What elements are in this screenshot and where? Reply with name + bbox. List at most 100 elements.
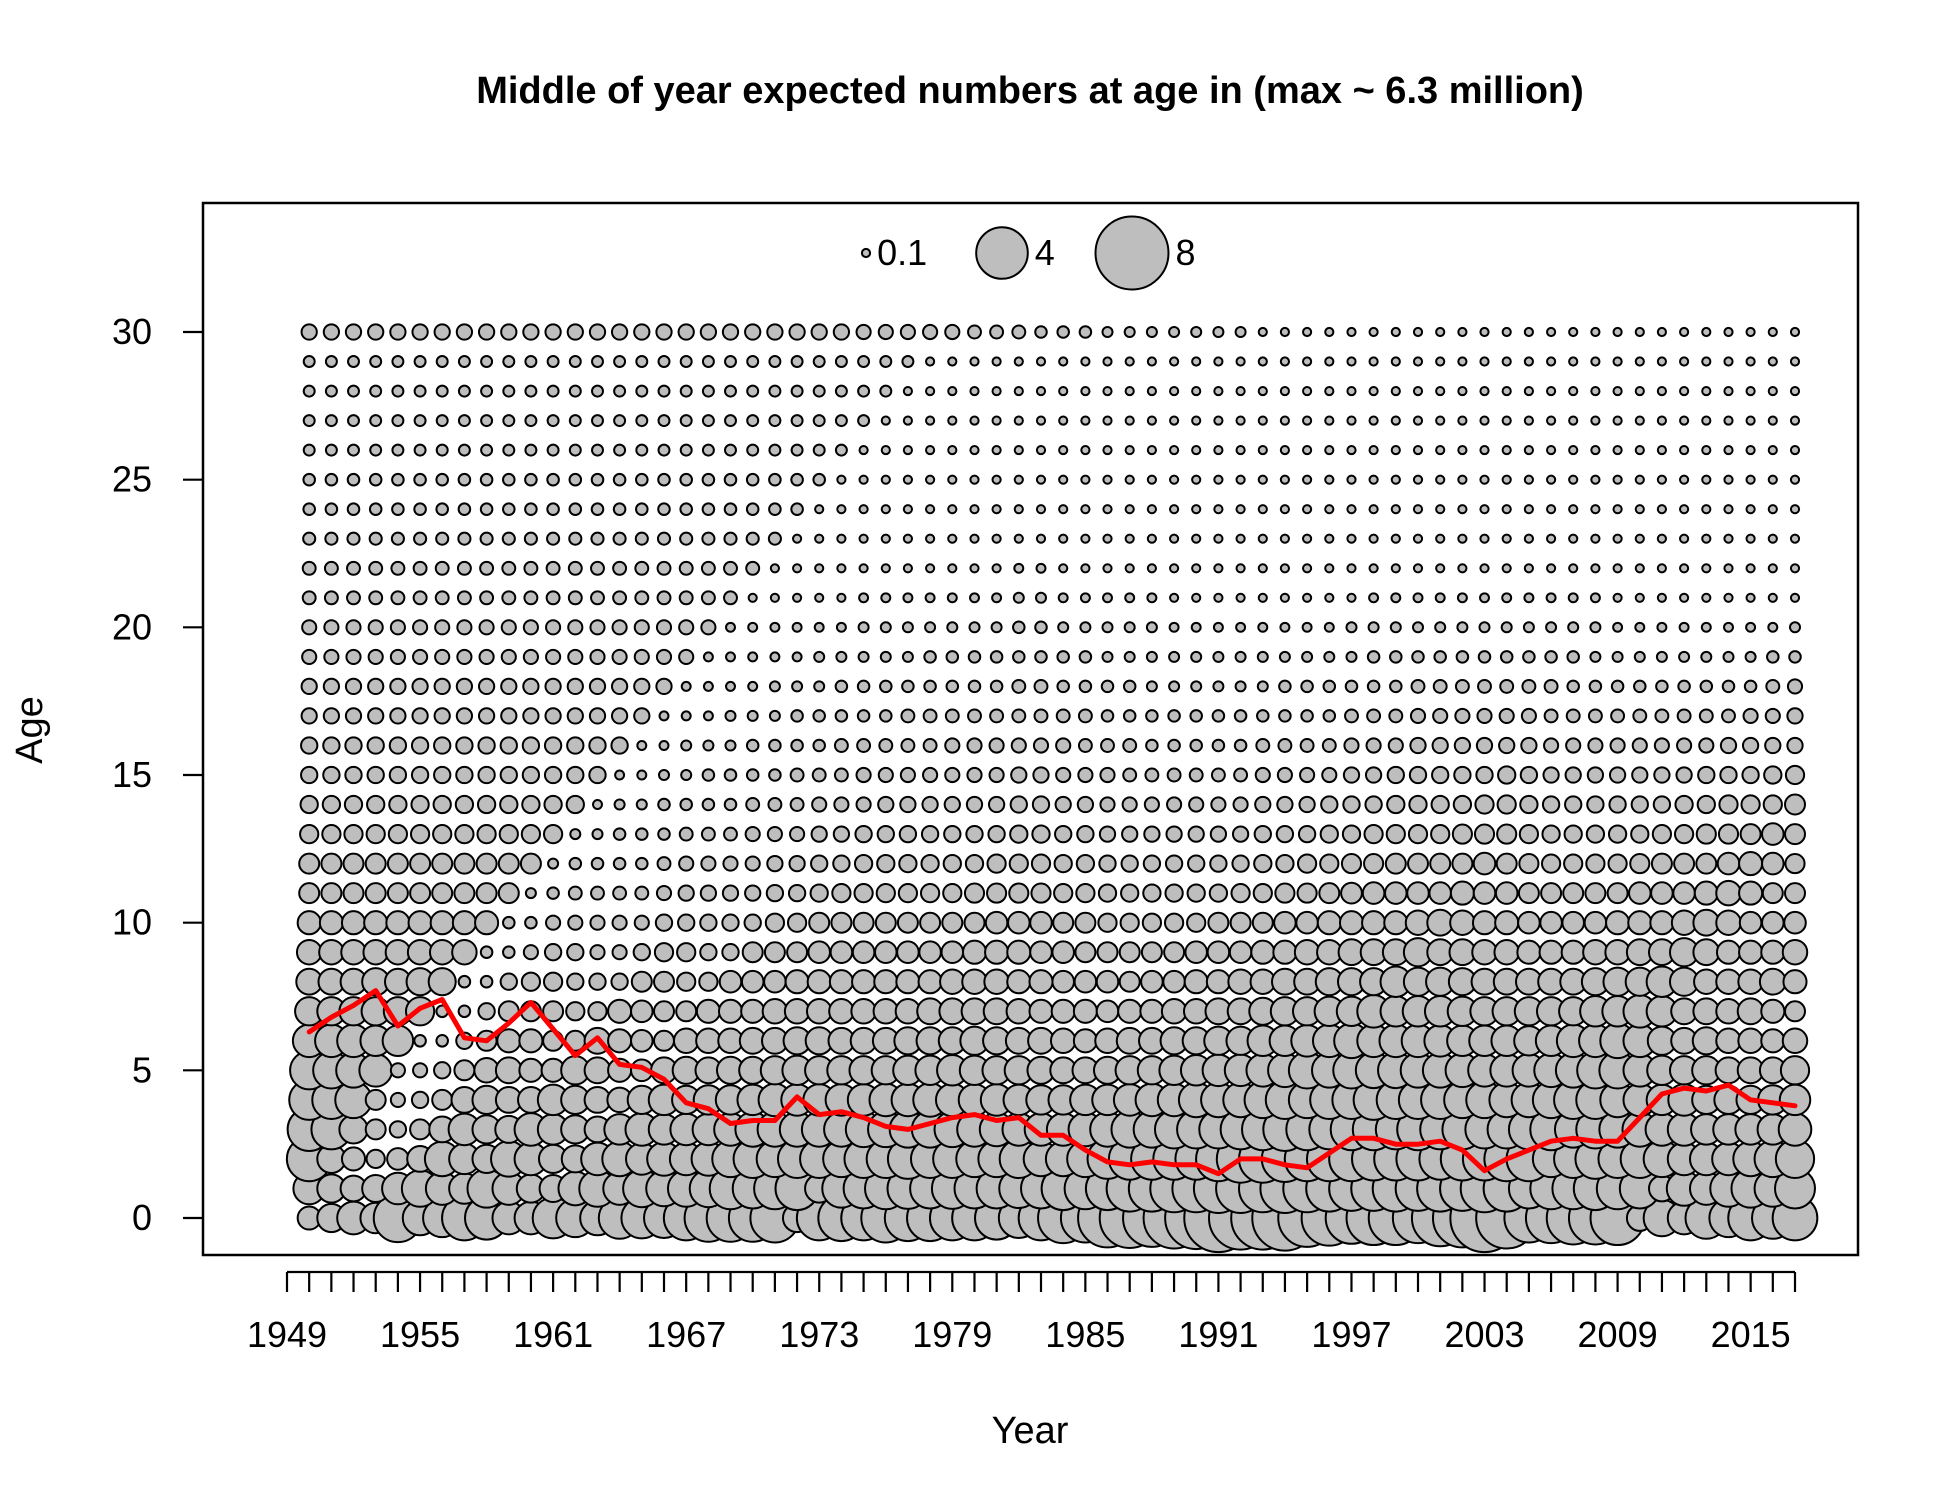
bubble: [388, 794, 408, 815]
bubble: [983, 968, 1010, 995]
bubble: [1075, 882, 1096, 904]
bubble: [611, 914, 628, 931]
bubble: [409, 823, 431, 845]
bubble: [498, 823, 519, 845]
bubble: [613, 414, 627, 428]
bubble: [1789, 474, 1801, 485]
bubble: [1523, 563, 1534, 574]
bubble: [814, 533, 825, 544]
bubble: [947, 386, 958, 397]
bubble: [1745, 386, 1756, 397]
bubble: [1656, 621, 1668, 633]
y-axis-label: Age: [9, 696, 51, 764]
bubble: [1390, 533, 1401, 544]
bubble: [502, 414, 516, 428]
bubble: [857, 414, 871, 428]
bubble: [877, 766, 894, 784]
bubble: [610, 677, 629, 696]
bubble: [1102, 563, 1113, 574]
bubble: [1631, 766, 1649, 784]
bubble: [876, 853, 896, 874]
bubble: [1146, 356, 1157, 367]
bubble: [1187, 854, 1206, 873]
bubble: [1612, 563, 1623, 574]
bubble: [1368, 326, 1379, 338]
bubble: [1368, 386, 1379, 397]
bubble: [613, 384, 627, 398]
bubble: [810, 854, 829, 873]
bubble: [590, 885, 605, 901]
bubble: [433, 677, 451, 696]
bubble: [1012, 650, 1026, 664]
bubble: [612, 560, 628, 576]
bubble: [1412, 504, 1424, 515]
bubble: [1146, 445, 1157, 456]
bubble: [1080, 533, 1091, 544]
mean-age-line: [306, 988, 1798, 1177]
bubble: [1781, 938, 1809, 966]
bubble: [1389, 621, 1402, 634]
bubble: [1784, 793, 1806, 816]
bubble: [1124, 356, 1135, 367]
bubble: [675, 1000, 698, 1023]
bubble: [1385, 823, 1406, 845]
bubble: [701, 414, 715, 428]
bubble: [412, 590, 428, 606]
bubble: [874, 911, 897, 934]
bubble: [1279, 386, 1290, 397]
bubble: [1338, 910, 1365, 936]
bubble: [324, 531, 339, 546]
bubble: [435, 1034, 449, 1048]
bubble: [365, 1148, 386, 1170]
bubble: [899, 766, 916, 784]
bubble: [1745, 415, 1756, 426]
bubble: [479, 531, 494, 546]
bubble: [1346, 533, 1357, 544]
bubble: [568, 856, 583, 871]
bubble: [1383, 910, 1409, 936]
bubble: [1212, 621, 1224, 633]
bubble: [347, 414, 360, 428]
bubble: [1388, 708, 1404, 724]
bubble: [991, 592, 1003, 604]
bubble: [344, 765, 363, 785]
bubble: [1632, 708, 1648, 724]
bubble: [1783, 910, 1807, 935]
bubble: [1188, 767, 1204, 783]
bubble: [943, 795, 961, 814]
bubble: [1519, 765, 1539, 785]
bubble: [1767, 415, 1778, 426]
bubble: [678, 826, 694, 842]
bubble: [1072, 1028, 1098, 1054]
bubble: [1741, 736, 1760, 755]
bubble: [1364, 766, 1383, 784]
bubble: [1146, 415, 1157, 426]
bubble: [1523, 356, 1534, 367]
bubble: [1099, 766, 1116, 784]
bubble: [457, 384, 471, 398]
bubble: [1675, 766, 1693, 784]
x-tick-label: 1973: [779, 1314, 859, 1355]
bubble: [1013, 533, 1024, 544]
bubble: [1033, 708, 1049, 724]
bubble: [769, 651, 781, 663]
bubble: [413, 414, 427, 428]
bubble: [1146, 474, 1157, 485]
legend-bubble: [975, 226, 1029, 280]
bubble: [1279, 356, 1290, 367]
bubble: [1077, 738, 1093, 753]
bubble: [300, 707, 318, 725]
bubble: [1213, 415, 1224, 426]
x-tick-label: 1961: [513, 1314, 593, 1355]
bubble: [410, 794, 430, 815]
bubble: [1160, 998, 1188, 1025]
bubble: [364, 1118, 387, 1141]
bubble: [853, 882, 874, 904]
bubble: [499, 736, 518, 755]
bubble: [947, 445, 958, 456]
bubble: [1302, 592, 1313, 603]
bubble: [1457, 504, 1468, 515]
bubble: [1435, 533, 1446, 544]
bubble: [1387, 737, 1404, 754]
bubble: [836, 563, 847, 574]
